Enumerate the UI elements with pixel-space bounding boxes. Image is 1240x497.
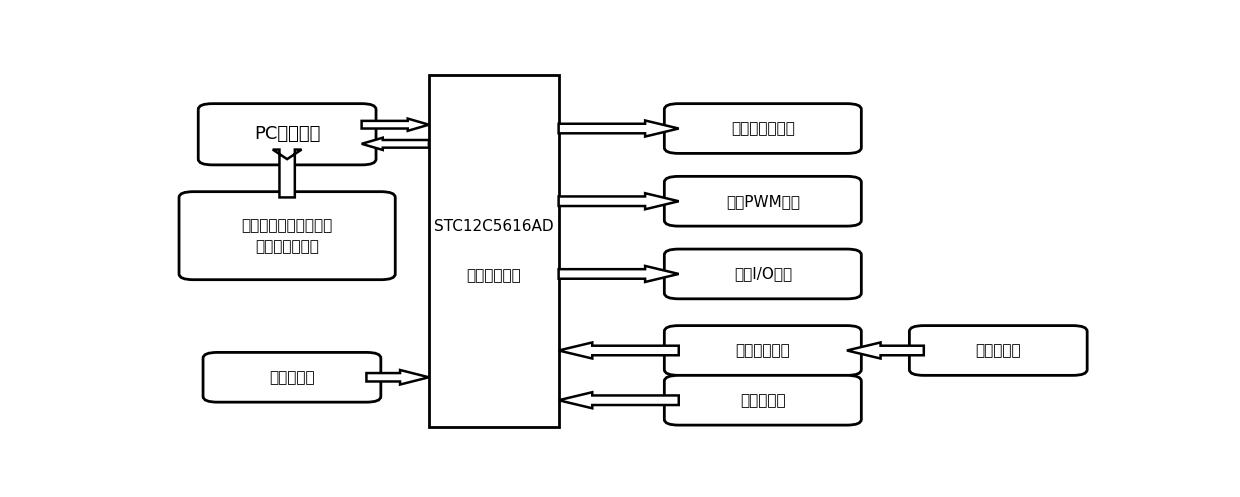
Polygon shape [362, 119, 429, 131]
FancyBboxPatch shape [179, 192, 396, 280]
FancyBboxPatch shape [203, 352, 381, 402]
Text: 两路脉冲量: 两路脉冲量 [269, 370, 315, 385]
FancyBboxPatch shape [429, 75, 558, 427]
Text: 四路PWM输出: 四路PWM输出 [725, 194, 800, 209]
Polygon shape [558, 266, 678, 282]
Text: PC串口助手: PC串口助手 [254, 125, 320, 143]
Text: 两级放大电路: 两级放大电路 [735, 343, 790, 358]
Polygon shape [558, 120, 678, 137]
FancyBboxPatch shape [665, 176, 862, 226]
Text: STC12C5616AD

数据处理单元: STC12C5616AD 数据处理单元 [434, 219, 553, 283]
Polygon shape [558, 392, 678, 408]
Text: 两路I/O输出: 两路I/O输出 [734, 266, 792, 281]
Polygon shape [558, 342, 678, 358]
FancyBboxPatch shape [665, 249, 862, 299]
Text: 用于显示输入信号和发
送串口控制数据: 用于显示输入信号和发 送串口控制数据 [242, 218, 332, 253]
Polygon shape [367, 370, 429, 385]
Polygon shape [362, 138, 429, 150]
FancyBboxPatch shape [665, 375, 862, 425]
FancyBboxPatch shape [909, 326, 1087, 375]
Polygon shape [273, 150, 301, 197]
FancyBboxPatch shape [665, 104, 862, 154]
FancyBboxPatch shape [198, 104, 376, 165]
Text: 四路继电器输出: 四路继电器输出 [730, 121, 795, 136]
FancyBboxPatch shape [665, 326, 862, 375]
Polygon shape [847, 342, 924, 358]
Polygon shape [558, 193, 678, 209]
Text: 八路模拟量: 八路模拟量 [976, 343, 1021, 358]
Text: 两路开关量: 两路开关量 [740, 393, 786, 408]
